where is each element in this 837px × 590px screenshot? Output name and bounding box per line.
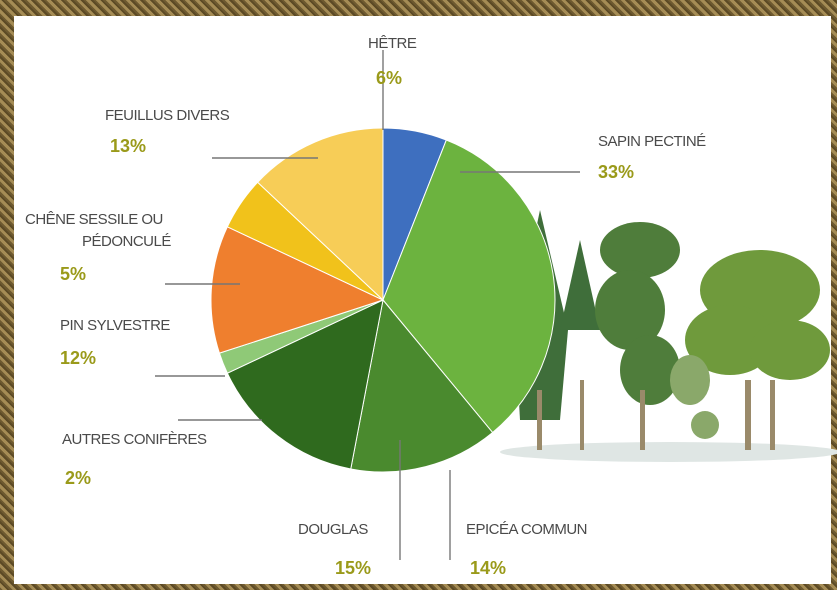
pie-slice [256, 127, 384, 302]
category-label: CHÊNE SESSILE OU [25, 211, 163, 228]
pie-slice [382, 139, 556, 434]
category-label: DOUGLAS [298, 521, 368, 538]
category-label: FEUILLUS DIVERS [105, 107, 230, 124]
pie-slice [210, 226, 385, 354]
category-label: EPICÉA COMMUN [466, 521, 587, 538]
pie-slice [226, 299, 384, 470]
category-label: AUTRES CONIFÈRES [62, 431, 207, 448]
percent-label: 14% [470, 558, 506, 578]
category-label: PIN SYLVESTRE [60, 317, 170, 334]
category-label: PÉDONCULÉ [82, 233, 171, 250]
percent-label: 5% [60, 264, 86, 284]
percent-label: 13% [110, 136, 146, 156]
category-label: SAPIN PECTINÉ [598, 133, 706, 150]
percent-label: 15% [335, 558, 371, 578]
percent-label: 2% [65, 468, 91, 488]
category-label: HÊTRE [368, 35, 417, 52]
percent-label: 33% [598, 162, 634, 182]
percent-label: 12% [60, 348, 96, 368]
pie-slice [350, 298, 494, 473]
percent-label: 6% [376, 68, 402, 88]
